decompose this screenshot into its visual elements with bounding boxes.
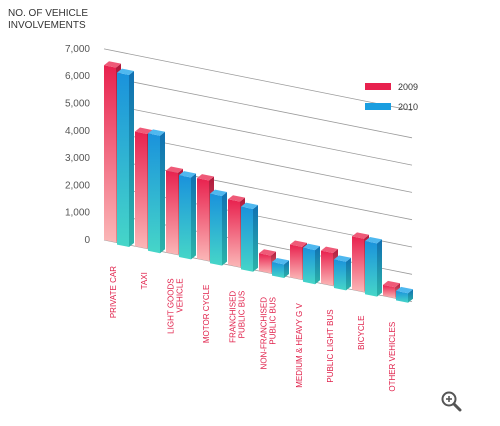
legend-swatch [365,103,391,110]
grid-line [103,103,413,166]
bar-top [321,246,338,254]
zoom-in-icon[interactable] [440,390,462,412]
bar-front [148,133,160,254]
bar-front [179,175,191,260]
y-tick-label: 0 [84,235,90,246]
bar-front [259,253,271,274]
grid-line [103,75,413,139]
x-category-label: LIGHT GOODSVEHICLE [167,278,185,333]
x-category-label: OTHER VEHICLES [388,322,397,392]
bar-side [315,246,320,285]
bar-2010 [210,189,227,266]
bar-top [135,127,152,134]
y-tick-label: 1,000 [65,208,90,219]
bar-2010 [303,243,320,285]
legend-label: 2009 [398,82,418,92]
bar-front [303,247,315,285]
x-category-label: PRIVATE CAR [109,266,118,318]
x-category-label: BICYCLE [357,316,366,350]
y-tick-label: 2,000 [65,180,90,191]
y-tick-label: 5,000 [65,99,90,110]
y-axis: 0 1,000 2,000 3,000 4,000 5,000 6,000 7,000 [65,44,90,246]
bar-2010 [365,236,382,297]
x-category-label: FRANCHISEDPUBLIC BUS [229,291,247,343]
bar-2010 [241,202,258,272]
bar-2010 [334,255,351,291]
bar-side [129,71,134,247]
bar-2010 [272,257,289,278]
bar-front [290,244,302,280]
bar-top [197,174,214,181]
bar-top [117,68,134,76]
bar-side [253,205,258,272]
bar-top [179,171,196,178]
bar-side [160,131,165,254]
bar-front [365,240,377,297]
legend-swatch [365,83,391,90]
bar-front [197,178,209,261]
x-category-label: MEDIUM & HEAVY G V [295,303,304,388]
bar-front [383,284,395,299]
legend-label: 2010 [398,102,418,112]
bar-front [334,259,346,291]
bar-side [408,289,413,303]
bar-top [303,243,320,251]
bar-front [241,206,253,272]
y-tick-label: 6,000 [65,71,90,82]
bar-side [222,191,227,266]
bar-top [259,249,276,256]
bar-top [383,280,400,288]
bar-front [272,261,284,278]
x-axis: PRIVATE CAR TAXI LIGHT GOODSVEHICLE MOTOR C… [109,266,397,392]
bar-side [346,257,351,291]
bar-front [135,131,147,249]
bar-top [166,166,183,173]
bar-front [117,72,129,247]
x-category-label: TAXI [140,272,149,289]
bar-side [284,260,289,278]
y-tick-label: 3,000 [65,153,90,164]
bar-front [321,250,333,286]
bar-top [290,240,307,247]
bar-front [104,65,116,243]
bar-top [352,232,369,239]
bar-2010 [396,286,413,303]
bar-side [377,239,382,297]
x-category-label: NON-FRANCHISEDPUBLIC BUS [260,297,278,370]
bar-top [365,236,382,244]
bar-top [241,202,258,210]
bar-top [228,195,245,202]
bar-top [148,129,165,136]
bar-front [396,290,408,303]
y-tick-label: 7,000 [65,44,90,55]
bar-side [191,173,196,260]
bar-2010 [117,68,134,247]
x-category-label: PUBLIC LIGHT BUS [326,309,335,382]
bar-top [104,61,121,68]
grid-line [103,48,413,111]
bar-2010 [148,129,165,254]
bar-top [210,189,227,196]
bar-front [352,236,364,292]
y-tick-label: 4,000 [65,126,90,137]
bar-2010 [179,171,196,260]
legend: 2009 2010 [365,82,418,112]
bar-front [210,193,222,266]
bar-top [396,286,413,294]
y-axis-title: NO. OF VEHICLE INVOLVEMENTS [8,8,88,31]
x-category-label: MOTOR CYCLE [202,285,211,344]
bars [104,61,413,303]
bar-front [166,170,178,255]
bar-top [272,257,289,265]
bar-front [228,199,240,268]
bar-top [334,255,351,262]
